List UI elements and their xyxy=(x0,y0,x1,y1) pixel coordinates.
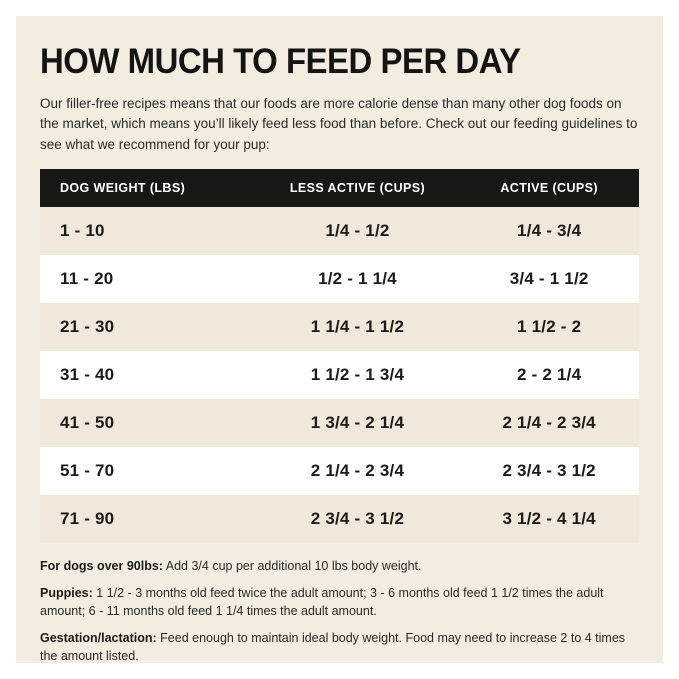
note-gestation-lactation: Gestation/lactation: Feed enough to main… xyxy=(40,629,639,665)
note-text: Add 3/4 cup per additional 10 lbs body w… xyxy=(165,558,422,573)
cell-active: 1/4 - 3/4 xyxy=(517,220,582,240)
cell-less-active: 1 3/4 - 2 1/4 xyxy=(310,412,405,432)
cell-weight: 51 - 70 xyxy=(60,460,115,480)
note-lead: For dogs over 90lbs: xyxy=(40,558,163,573)
feeding-guide-panel: HOW MUCH TO FEED PER DAY Our filler-free… xyxy=(16,16,663,663)
table-row: 71 - 90 2 3/4 - 3 1/2 3 1/2 - 4 1/4 xyxy=(40,494,639,543)
cell-less-active: 1/2 - 1 1/4 xyxy=(318,268,397,288)
table-header-row: DOG WEIGHT (LBS) LESS ACTIVE (CUPS) ACTI… xyxy=(40,168,639,207)
cell-active: 3 1/2 - 4 1/4 xyxy=(502,508,596,528)
cell-active: 1 1/2 - 2 xyxy=(517,316,582,336)
note-text: 1 1/2 - 3 months old feed twice the adul… xyxy=(40,585,604,618)
cell-weight: 11 - 20 xyxy=(60,268,114,288)
table-row: 1 - 10 1/4 - 1/2 1/4 - 3/4 xyxy=(40,206,639,255)
cell-active: 2 - 2 1/4 xyxy=(517,364,582,384)
note-puppies: Puppies: 1 1/2 - 3 months old feed twice… xyxy=(40,584,639,620)
table-row: 21 - 30 1 1/4 - 1 1/2 1 1/2 - 2 xyxy=(40,302,639,351)
table-row: 51 - 70 2 1/4 - 2 3/4 2 3/4 - 3 1/2 xyxy=(40,446,639,495)
intro-text: Our filler-free recipes means that our f… xyxy=(40,96,638,152)
header-cell-less-active: LESS ACTIVE (CUPS) xyxy=(255,168,460,207)
note-text: Feed enough to maintain ideal body weigh… xyxy=(40,631,626,664)
cell-less-active: 2 3/4 - 3 1/2 xyxy=(310,508,405,528)
note-lead: Gestation/lactation: xyxy=(40,631,157,646)
header-cell-active: ACTIVE (CUPS) xyxy=(459,168,639,207)
cell-weight: 1 - 10 xyxy=(60,220,105,240)
footnotes: For dogs over 90lbs: Add 3/4 cup per add… xyxy=(40,557,639,666)
table-row: 11 - 20 1/2 - 1 1/4 3/4 - 1 1/2 xyxy=(40,254,639,303)
cell-weight: 21 - 30 xyxy=(60,316,115,336)
cell-active: 2 3/4 - 3 1/2 xyxy=(502,460,596,480)
header-cell-dog-weight: DOG WEIGHT (LBS) xyxy=(40,168,256,207)
cell-less-active: 1 1/4 - 1 1/2 xyxy=(310,316,405,336)
cell-weight: 41 - 50 xyxy=(60,412,115,432)
table-row: 31 - 40 1 1/2 - 1 3/4 2 - 2 1/4 xyxy=(40,350,639,399)
note-lead: Puppies: xyxy=(40,585,93,600)
cell-weight: 31 - 40 xyxy=(60,364,115,384)
page-title: HOW MUCH TO FEED PER DAY xyxy=(40,42,521,81)
cell-active: 2 1/4 - 2 3/4 xyxy=(502,412,596,432)
cell-less-active: 1/4 - 1/2 xyxy=(325,220,390,240)
feeding-table: DOG WEIGHT (LBS) LESS ACTIVE (CUPS) ACTI… xyxy=(40,168,639,543)
cell-less-active: 2 1/4 - 2 3/4 xyxy=(310,460,405,480)
cell-weight: 71 - 90 xyxy=(60,508,115,528)
cell-less-active: 1 1/2 - 1 3/4 xyxy=(310,364,405,384)
cell-active: 3/4 - 1 1/2 xyxy=(509,268,589,288)
note-over-90lbs: For dogs over 90lbs: Add 3/4 cup per add… xyxy=(40,557,639,575)
table-row: 41 - 50 1 3/4 - 2 1/4 2 1/4 - 2 3/4 xyxy=(40,398,639,447)
